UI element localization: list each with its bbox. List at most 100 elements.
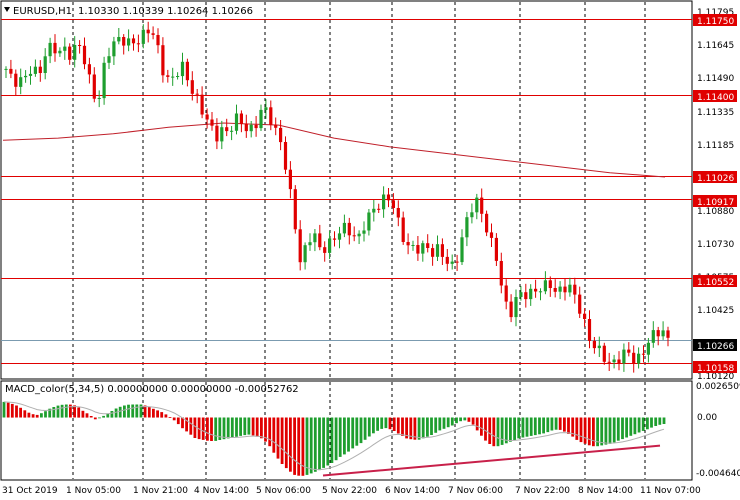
macd-bar <box>280 417 284 464</box>
candle-body <box>386 194 391 201</box>
horizontal-levels <box>1 19 692 364</box>
macd-bar <box>480 417 483 436</box>
candle-body <box>19 77 23 87</box>
macd-bar <box>533 417 537 436</box>
candle <box>230 126 234 141</box>
candle-body <box>78 45 82 46</box>
candle-body <box>529 288 533 300</box>
candle-body <box>489 232 494 238</box>
macd-bar <box>118 406 122 418</box>
candle <box>543 271 547 295</box>
candle-body <box>33 66 37 74</box>
macd-bar <box>637 417 641 433</box>
macd-bar <box>376 417 379 431</box>
macd-bar <box>93 417 97 420</box>
candle <box>298 220 302 271</box>
price-axis-label: 1.10425 <box>697 306 734 316</box>
candle <box>421 240 425 262</box>
candle-body <box>205 114 209 120</box>
macd-bar <box>446 417 450 428</box>
candle-body <box>627 349 631 353</box>
candle-body <box>416 245 420 254</box>
macd-bar <box>210 417 213 441</box>
candlesticks[interactable] <box>4 21 670 373</box>
macd-bar <box>230 417 234 438</box>
macd-bar <box>583 417 587 444</box>
candle-body <box>146 29 150 34</box>
candle-body <box>597 345 601 349</box>
macd-bar <box>297 417 301 476</box>
candle <box>377 203 381 213</box>
candle <box>73 36 77 68</box>
candle-body <box>661 330 665 337</box>
candle <box>210 112 214 131</box>
macd-bar <box>293 417 296 475</box>
macd-bar <box>264 417 267 442</box>
candle-body <box>519 292 523 297</box>
main-chart-frame <box>0 0 693 380</box>
candle <box>14 69 18 95</box>
macd-bar <box>201 417 205 440</box>
candle-body <box>406 242 410 246</box>
candle <box>529 284 533 306</box>
price-axis-label: 1.10730 <box>697 240 734 250</box>
macd-bar <box>143 405 147 418</box>
macd-bar <box>546 417 550 433</box>
macd-axis-label: 0.00 <box>697 413 717 423</box>
candle-body <box>269 107 273 125</box>
macd-bar <box>251 417 255 436</box>
candle <box>82 37 87 70</box>
macd-bar <box>629 417 633 436</box>
candle <box>411 240 415 251</box>
candle <box>332 231 337 247</box>
macd-bar <box>405 417 408 439</box>
candle-body <box>411 245 415 246</box>
candle-body <box>14 73 18 87</box>
candle-body <box>426 243 430 248</box>
macd-bar <box>160 412 164 418</box>
macd-bar <box>521 417 525 438</box>
macd-bar <box>69 404 72 418</box>
candle-body <box>357 233 361 237</box>
macd-bar <box>64 404 68 418</box>
macd-bar <box>156 410 159 418</box>
macd-bar <box>359 417 363 444</box>
candle <box>102 56 106 105</box>
candle <box>78 40 82 54</box>
candle <box>127 29 131 52</box>
macd-bar <box>500 417 504 445</box>
candle <box>234 104 239 135</box>
candle-body <box>377 208 381 210</box>
candle <box>460 229 464 265</box>
candle <box>534 279 538 298</box>
candle-body <box>127 38 131 46</box>
macd-bar <box>147 407 151 418</box>
macd-bar <box>384 417 388 429</box>
candle <box>48 37 52 64</box>
candle-body <box>548 280 552 288</box>
candle <box>28 66 33 85</box>
candle-body <box>210 119 214 126</box>
collapse-triangle-icon[interactable] <box>4 7 10 12</box>
candle-body <box>264 107 268 110</box>
macd-bar <box>10 403 14 418</box>
price-tag: 1.11026 <box>693 171 737 184</box>
candle-body <box>102 62 106 99</box>
macd-bar <box>81 410 85 418</box>
candle <box>161 37 165 83</box>
macd-bar <box>6 402 10 418</box>
ohlc-values: 1.10330 1.10339 1.10264 1.10266 <box>78 6 253 17</box>
macd-bar <box>139 404 143 418</box>
candle <box>112 36 116 65</box>
candle <box>440 238 444 265</box>
svg-text:1.11750: 1.11750 <box>697 17 734 27</box>
candle <box>239 110 243 133</box>
candle-body <box>362 230 366 234</box>
macd-bar <box>189 417 193 435</box>
macd-bar <box>15 405 18 418</box>
macd-bar <box>343 417 346 455</box>
price-tag: 1.11750 <box>693 14 737 27</box>
candle-body <box>92 74 96 99</box>
candle <box>288 161 292 199</box>
